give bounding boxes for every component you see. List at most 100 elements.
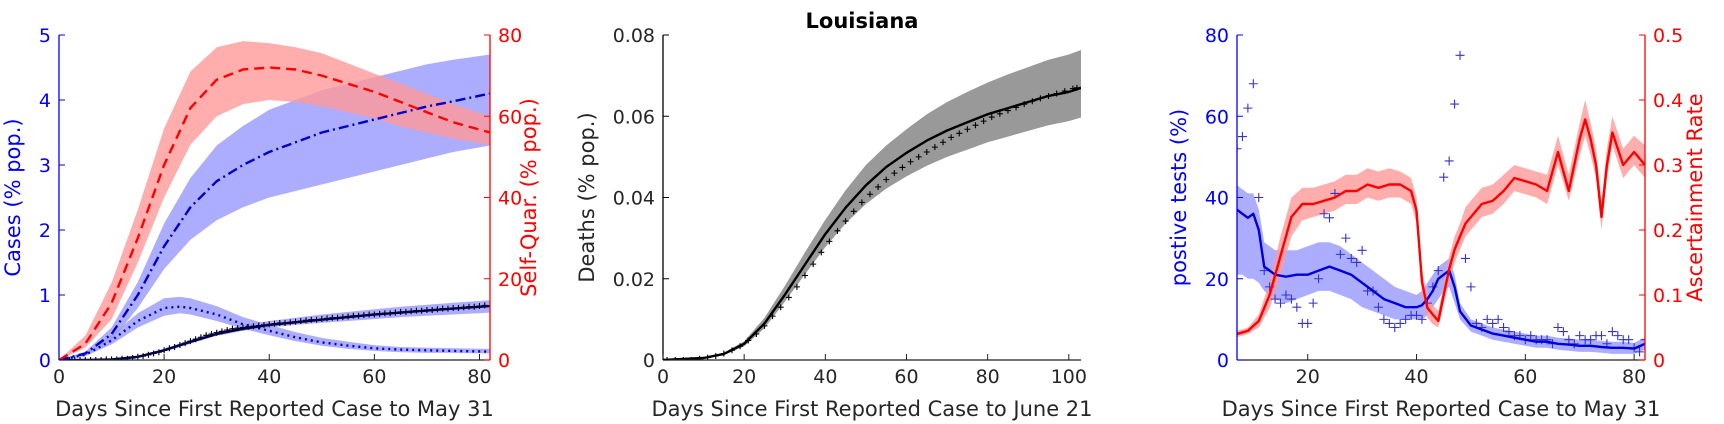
confidence-band-1 [1237,100,1645,338]
y-tick-label: 40 [1205,188,1229,210]
observed-point [866,191,873,198]
series-line-0 [1237,208,1645,350]
observed-point [1460,253,1470,263]
observed-point [1482,314,1492,324]
observed-point [1346,253,1356,263]
observed-point [793,283,800,290]
y-tick-label-right: 0.4 [1653,90,1683,112]
observed-point [1314,274,1324,284]
observed-point [826,238,833,245]
observed-point [1341,233,1351,243]
figure-title: Louisiana [806,9,919,33]
y-tick-label-right: 0 [498,350,510,372]
observed-point [1466,282,1476,292]
y-tick-label: 0.04 [613,188,655,210]
plot-area [1237,50,1645,357]
confidence-band-0 [1237,185,1645,354]
y-tick-label: 2 [39,220,51,242]
observed-point [1254,193,1264,202]
observed-point [785,294,792,301]
y-tick-label: 0.06 [613,106,655,128]
observed-point [1586,335,1596,345]
observed-point [71,357,78,360]
x-tick-label: 60 [1513,366,1537,388]
observed-point [664,357,671,360]
observed-point [1493,314,1503,324]
observed-point [1357,245,1367,255]
observed-point [850,208,857,215]
y-tick-label: 0.08 [613,25,655,47]
observed-point [1243,103,1253,113]
x-tick-label: 80 [467,366,491,388]
series-line-2 [59,304,490,360]
observed-point [66,357,73,360]
x-tick-label: 40 [257,366,281,388]
observed-point [1607,327,1617,337]
deaths-panel: 0 20 40 60 80 100 0 0.02 0.04 0.06 0.08 Days Since … [575,25,1093,421]
observed-point [988,114,995,121]
observed-point [1237,132,1247,142]
observed-point [907,158,914,165]
x-tick-label: 100 [1051,366,1087,388]
observed-point [1390,323,1400,332]
observed-point [1504,327,1514,337]
x-tick-label: 40 [1404,366,1428,388]
y-tick-label-right: 0 [1653,350,1665,372]
y-tick-label: 0 [39,350,51,372]
y-tick-label: 60 [1205,106,1229,128]
observed-point [891,170,898,177]
y-tick-label: 1 [39,285,51,307]
observed-point [1335,249,1345,259]
plot-area [663,50,1081,360]
observed-point [972,122,979,129]
observed-point [1324,213,1334,223]
observed-point [1401,314,1411,324]
observed-point [1613,331,1623,341]
observed-point [1455,50,1465,60]
observed-point [818,249,825,256]
observed-point [1499,323,1509,332]
series-line-3 [59,66,490,360]
y-tick-label: 80 [1205,25,1229,47]
observed-point [883,176,890,183]
observed-point [1450,99,1460,109]
observed-point [899,164,906,171]
series-line-1 [1237,118,1645,336]
observed-point [1384,318,1394,328]
observed-point [802,272,809,279]
x-tick-label: 40 [813,366,837,388]
observed-point [1558,327,1568,337]
y-tick-label-right: 0.3 [1653,155,1683,177]
observed-point [1303,318,1313,328]
x-axis-label: Days Since First Reported Case to June 2… [651,397,1092,421]
y-tick-label: 0 [1217,350,1229,372]
observed-point [1417,314,1427,324]
observed-point [1553,323,1563,332]
y-tick-label-right: 0.1 [1653,285,1683,307]
y-axis-label-right: Ascertainment Rate [1683,93,1707,301]
y-tick-label: 0.02 [613,269,655,291]
y-tick-label-right: 0.5 [1653,25,1683,47]
x-tick-label: 20 [152,366,176,388]
observed-point [931,144,938,151]
y-tick-label: 3 [39,155,51,177]
observed-point [82,357,89,360]
observed-point [1439,172,1449,182]
confidence-band-0 [663,50,1081,360]
observed-point [1624,335,1634,345]
observed-point [1596,331,1606,341]
observed-point [956,130,963,137]
series-line-0 [59,92,490,360]
observed-point [1526,331,1536,341]
observed-point [1635,347,1645,357]
observed-point [915,153,922,160]
series-line-0 [663,86,1081,360]
cases-panel: 0 20 40 60 80 0 1 2 3 4 5 0 20 40 60 80 Days Since First… [1,25,541,421]
x-tick-label: 20 [732,366,756,388]
observed-point [1352,258,1362,267]
x-tick-label: 0 [53,366,65,388]
x-axis-label: Days Since First Reported Case to May 31 [55,397,494,421]
y-tick-label: 0 [643,350,655,372]
y-axis-label-right: Self-Quar. (% pop.) [517,98,541,297]
